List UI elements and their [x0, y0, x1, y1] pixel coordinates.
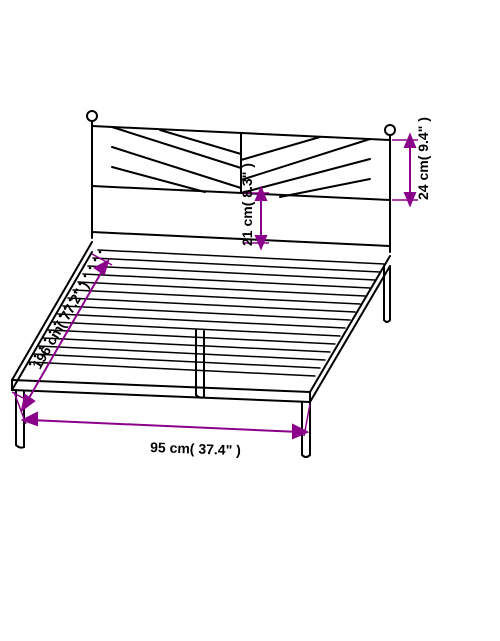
dim-headboard-panel-height: 24 cm( 9.4" )	[415, 117, 431, 200]
dim-width: 95 cm( 37.4" )	[150, 439, 241, 458]
bed-dimension-diagram: 24 cm( 9.4" ) 21 cm( 8.3" ) 196 cm( 77.2…	[0, 0, 500, 641]
dim-rail-height: 21 cm( 8.3" )	[239, 163, 255, 246]
dim-length: 196 cm( 77.2" )	[29, 278, 92, 371]
